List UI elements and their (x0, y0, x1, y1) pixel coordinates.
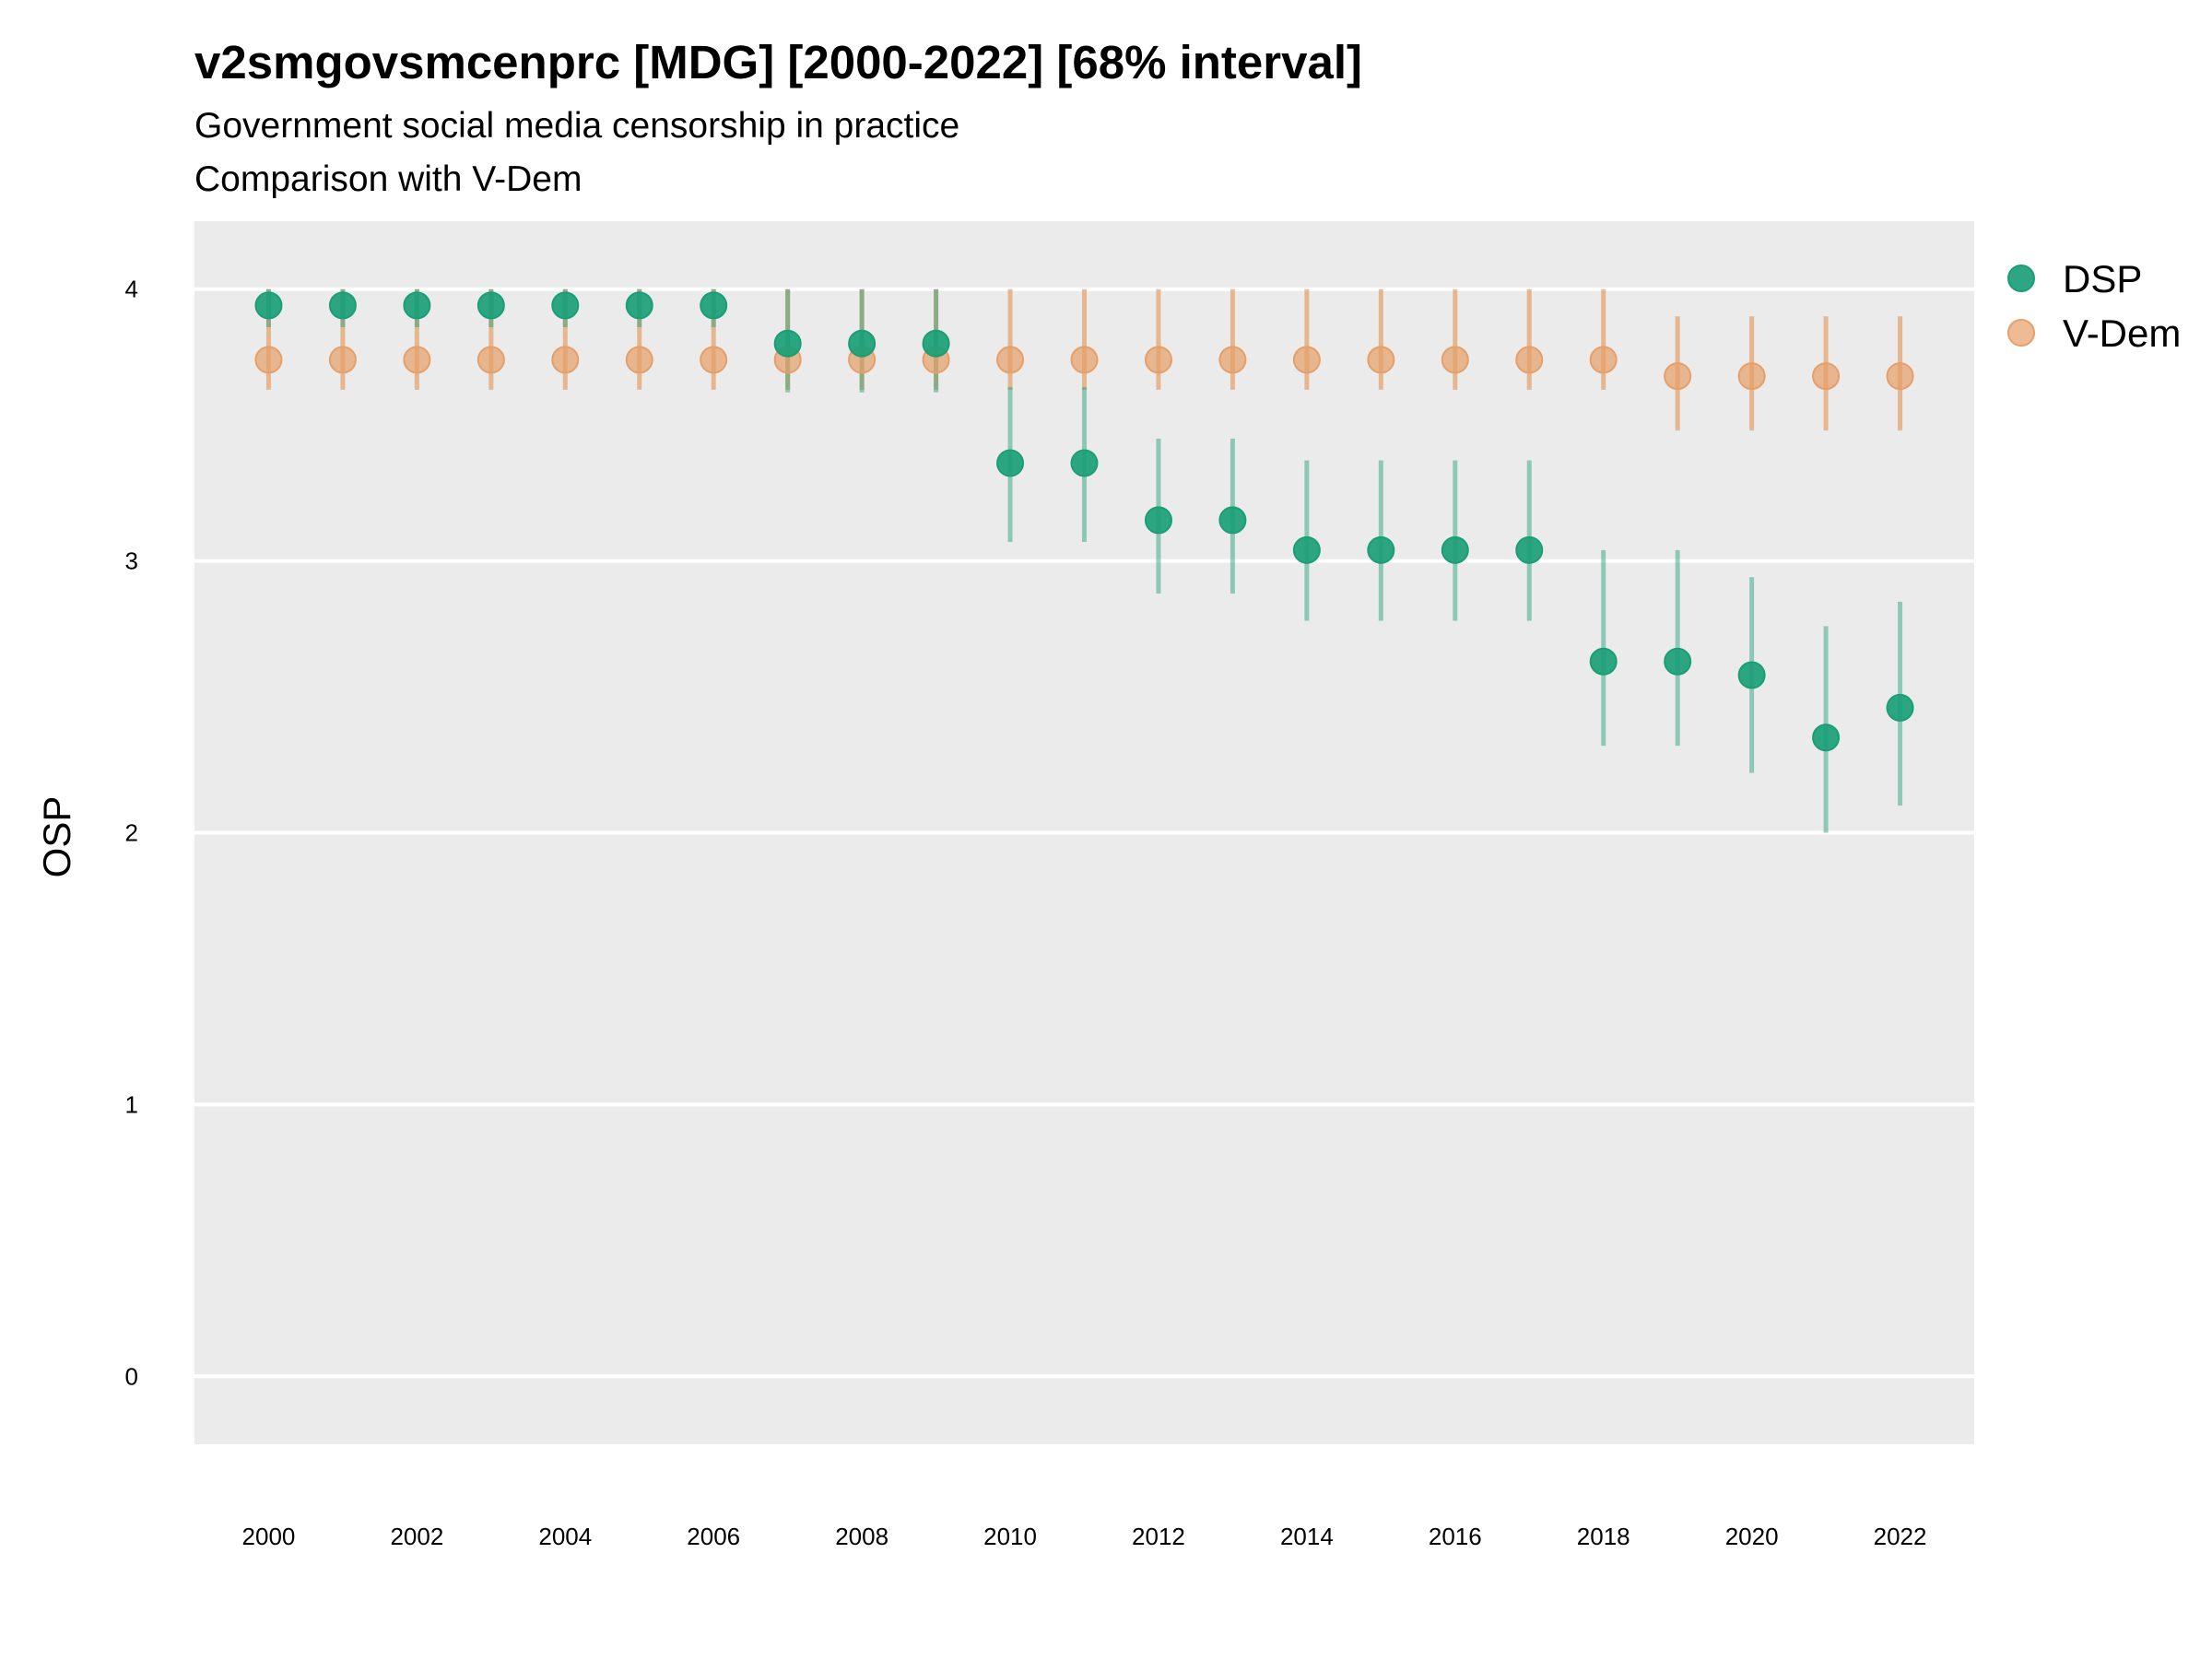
v-dem-point (1737, 362, 1766, 391)
dsp-point (1070, 449, 1099, 477)
x-tick-label: 2014 (1280, 1523, 1334, 1550)
x-tick-label: 2000 (242, 1523, 296, 1550)
x-tick-label: 2006 (687, 1523, 740, 1550)
chart-subtitle: Government social media censorship in pr… (194, 106, 960, 146)
dsp-point (1664, 647, 1692, 676)
dsp-point (1812, 724, 1841, 752)
dsp-point (848, 329, 877, 358)
y-tick-label: 4 (125, 276, 138, 303)
v-dem-point (477, 346, 505, 374)
chart-subtitle-comparison: Comparison with V-Dem (194, 159, 582, 199)
dsp-point (1144, 506, 1172, 535)
dsp-point (1441, 535, 1469, 564)
v-dem-point (1218, 346, 1247, 374)
data-points (254, 291, 1914, 752)
dsp-point (551, 291, 580, 320)
v-dem-point (1441, 346, 1469, 374)
x-tick-label: 2020 (1725, 1523, 1779, 1550)
v-dem-point (254, 346, 283, 374)
dsp-point (254, 291, 283, 320)
dsp-point (773, 329, 802, 358)
chart-title: v2smgovsmcenprc [MDG] [2000-2022] [68% i… (194, 36, 1363, 88)
v-dem-point (625, 346, 653, 374)
v-dem-point (1367, 346, 1395, 374)
x-tick-label: 2016 (1429, 1523, 1482, 1550)
x-tick-label: 2018 (1577, 1523, 1630, 1550)
v-dem-point (1664, 362, 1692, 391)
v-dem-point (1812, 362, 1841, 391)
y-tick-label: 2 (125, 819, 138, 847)
dsp-point (700, 291, 728, 320)
x-tick-label: 2002 (390, 1523, 443, 1550)
v-dem-point (1070, 346, 1099, 374)
y-axis-label: OSP (35, 796, 78, 878)
y-tick-label: 3 (125, 547, 138, 575)
y-tick-label: 0 (125, 1362, 138, 1390)
dsp-point (996, 449, 1025, 477)
x-tick-label: 2022 (1874, 1523, 1927, 1550)
v-dem-point (1292, 346, 1321, 374)
legend: DSP V-Dem (2007, 257, 2181, 355)
dsp-point (1515, 535, 1544, 564)
v-dem-point (551, 346, 580, 374)
y-tick-labels: 0 1 2 3 4 (125, 276, 138, 1391)
dsp-point (1737, 661, 1766, 689)
x-tick-label: 2004 (538, 1523, 592, 1550)
dsp-point (625, 291, 653, 320)
legend-label-v-dem: V-Dem (2063, 312, 2181, 355)
dsp-point (1218, 506, 1247, 535)
legend-label-dsp: DSP (2063, 257, 2142, 300)
dsp-point (328, 291, 357, 320)
dsp-point (1589, 647, 1618, 676)
x-tick-labels: 2000 2002 2004 2006 2008 2010 2012 2014 2016 2018… (242, 1523, 1927, 1550)
v-dem-point (700, 346, 728, 374)
legend-key-v-dem (2007, 319, 2035, 347)
v-dem-point (403, 346, 431, 374)
dsp-point (477, 291, 505, 320)
v-dem-point (1886, 362, 1914, 391)
dsp-point (1886, 693, 1914, 722)
dsp-point (403, 291, 431, 320)
v-dem-point (328, 346, 357, 374)
dsp-point (1367, 535, 1395, 564)
v-dem-point (996, 346, 1025, 374)
v-dem-point (1144, 346, 1172, 374)
x-tick-label: 2010 (983, 1523, 1037, 1550)
v-dem-point (1515, 346, 1544, 374)
v-dem-point (1589, 346, 1618, 374)
x-tick-label: 2012 (1132, 1523, 1185, 1550)
dsp-point (1292, 535, 1321, 564)
y-tick-label: 1 (125, 1090, 138, 1118)
dsp-point (922, 329, 950, 358)
legend-key-dsp (2007, 265, 2035, 292)
x-tick-label: 2008 (835, 1523, 888, 1550)
